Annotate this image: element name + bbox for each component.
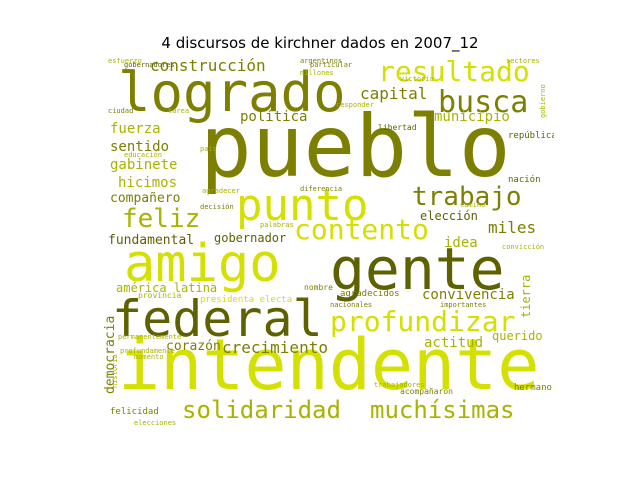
word-fuerza: fuerza — [110, 121, 161, 137]
word-small: tarea — [168, 107, 190, 115]
word-small: particular — [310, 61, 353, 69]
word-hicimos: hicimos — [118, 175, 178, 191]
word-contento: contento — [294, 213, 429, 246]
word-gobierno: gobierno — [539, 84, 547, 118]
word-small: sectores — [506, 58, 540, 65]
word-profundizar: profundizar — [330, 305, 516, 338]
word-small: camino — [460, 201, 486, 209]
word-companero: compañero — [110, 191, 181, 206]
word-libertad: libertad — [378, 123, 417, 132]
word-sentido: sentido — [110, 139, 170, 155]
word-pueblo: pueblo — [200, 97, 511, 197]
word-muchisimas: muchísimas — [370, 396, 515, 424]
word-crecimiento: crecimiento — [222, 338, 328, 357]
word-miles: miles — [488, 218, 537, 237]
chart-title: 4 discursos de kirchner dados en 2007_12 — [161, 34, 479, 52]
word-small: responder — [336, 101, 374, 109]
word-convivencia: convivencia — [422, 287, 515, 303]
word-historia: historia — [111, 354, 119, 388]
word-querido: querido — [492, 329, 543, 343]
word-resultado: resultado — [378, 58, 530, 88]
word-corazon: corazón — [166, 339, 221, 354]
word-agradecidos: agradecidos — [340, 289, 400, 299]
word-actitud: actitud — [424, 335, 484, 351]
word-cloud: pueblo intendente logrado gente amigo fe… — [104, 58, 554, 430]
word-eleccion: elección — [420, 209, 478, 223]
word-small: diferencia — [300, 185, 343, 193]
word-america-latina: américa latina — [116, 281, 218, 295]
word-small: momento — [134, 353, 164, 361]
word-capital: capital — [360, 84, 428, 103]
word-logrado: logrado — [118, 61, 346, 124]
word-small: argentinos — [300, 58, 343, 65]
word-small: país — [200, 145, 217, 153]
word-small: ciudad — [108, 107, 134, 115]
word-tierra: tierra — [519, 274, 533, 318]
word-feliz: feliz — [122, 204, 201, 234]
word-felicidad: felicidad — [110, 407, 159, 417]
word-small: esfuerzo — [108, 58, 142, 65]
word-presidenta-electa: presidenta electa — [200, 295, 293, 305]
word-small: educación — [124, 151, 162, 159]
word-gabinete: gabinete — [110, 157, 178, 173]
word-small: nacionales — [330, 301, 373, 309]
word-punto: punto — [236, 180, 369, 231]
word-small: importantes — [440, 301, 487, 309]
word-trabajo: trabajo — [412, 182, 522, 212]
word-intendente: intendente — [118, 324, 540, 406]
word-small: millones — [300, 69, 334, 77]
word-federal: federal — [112, 290, 323, 348]
word-small: elecciones — [134, 419, 177, 427]
word-acompanaron: acompañaron — [400, 387, 453, 396]
word-small: victoria — [400, 75, 434, 83]
word-solidaridad: solidaridad — [182, 396, 341, 424]
word-amigo: amigo — [124, 234, 281, 294]
word-gente: gente — [330, 235, 505, 303]
word-provincia: provincia — [138, 291, 182, 300]
word-small: gobernadores — [124, 61, 175, 69]
word-gobernador: gobernador — [214, 231, 287, 245]
word-municipio: municipio — [434, 109, 510, 125]
word-busca: busca — [438, 85, 529, 120]
word-republica: república — [508, 131, 554, 141]
word-fundamental: fundamental — [108, 233, 195, 248]
word-idea: idea — [444, 235, 478, 251]
word-small: agradecer — [202, 187, 240, 195]
word-small: permanentemente — [118, 333, 182, 341]
word-small: palabras — [260, 221, 294, 229]
word-small: convicción — [502, 243, 545, 251]
word-hermano: hermano — [514, 383, 552, 393]
word-small: trabajadores — [374, 381, 425, 389]
word-nombre: nombre — [304, 283, 333, 292]
word-construccion: construcción — [150, 58, 266, 75]
word-small: decisión — [200, 203, 234, 211]
word-small: profundamente — [120, 347, 175, 355]
word-nacion: nación — [508, 175, 541, 185]
word-politica: política — [240, 109, 308, 125]
